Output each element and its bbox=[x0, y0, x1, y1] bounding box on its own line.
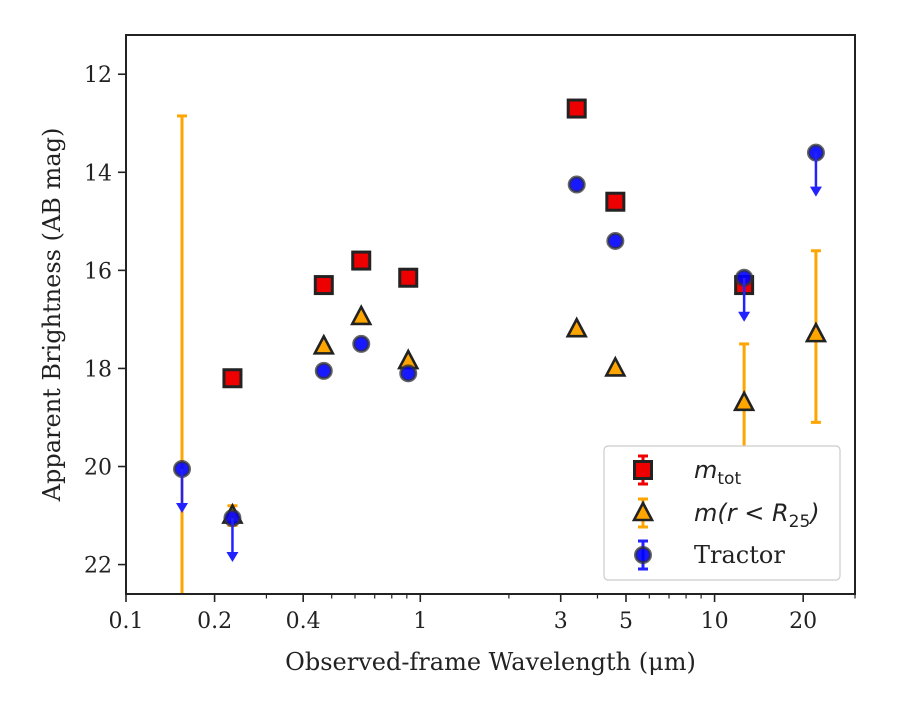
tractor-marker bbox=[314, 361, 333, 380]
mtot-marker bbox=[633, 460, 653, 480]
mtot-marker bbox=[351, 250, 372, 271]
upper-limit-arrow-layer bbox=[176, 152, 822, 562]
y-tick-label: 18 bbox=[84, 357, 112, 382]
mr25-marker bbox=[804, 321, 828, 343]
upper-limit-arrowhead bbox=[176, 502, 189, 513]
tractor-marker bbox=[606, 231, 625, 250]
mtot-marker bbox=[222, 368, 243, 389]
y-tick-label: 16 bbox=[84, 259, 112, 284]
legend-entry: mtot bbox=[633, 454, 741, 489]
x-tick-label: 3 bbox=[554, 609, 568, 634]
legend-box bbox=[603, 445, 841, 581]
mr25-marker bbox=[604, 355, 627, 377]
legend-label-sub: 25 bbox=[789, 512, 811, 532]
legend-label-main: m(r < R bbox=[694, 499, 789, 527]
mtot-marker bbox=[566, 98, 587, 119]
y-tick-label: 20 bbox=[84, 456, 112, 481]
legend-label-main: m bbox=[694, 456, 717, 484]
x-tick-label: 0.1 bbox=[109, 609, 144, 634]
legend-entry: m(r < R25) bbox=[631, 497, 820, 532]
x-tick-label: 0.2 bbox=[197, 609, 232, 634]
tractor-marker bbox=[634, 546, 652, 564]
legend-label-main: Tractor bbox=[694, 541, 785, 569]
mr25-marker bbox=[565, 316, 588, 338]
mr25-marker bbox=[631, 500, 655, 522]
tractor-marker bbox=[399, 364, 418, 383]
legend-label-suffix: ) bbox=[808, 499, 819, 527]
legend-label: mtot bbox=[694, 456, 741, 489]
x-tick-label: 0.4 bbox=[286, 609, 321, 634]
x-axis-label: Observed-frame Wavelength (μm) bbox=[285, 648, 696, 676]
legend-label-sub: tot bbox=[717, 469, 741, 489]
y-tick-label: 22 bbox=[84, 554, 112, 579]
mtot-marker bbox=[605, 191, 626, 212]
mr25-marker bbox=[350, 304, 373, 326]
y-tick-label: 14 bbox=[84, 161, 112, 186]
y-tick-label: 12 bbox=[84, 63, 112, 88]
y-axis-label: Apparent Brightness (AB mag) bbox=[38, 128, 66, 503]
x-tick-label: 1 bbox=[413, 609, 427, 634]
legend-label: Tractor bbox=[694, 541, 785, 569]
x-tick-label: 10 bbox=[701, 609, 729, 634]
mtot-marker bbox=[313, 275, 334, 296]
x-tick-label: 20 bbox=[789, 609, 817, 634]
mr25-marker bbox=[312, 333, 335, 355]
legend: mtot m(r < R25) Tractor bbox=[603, 445, 841, 581]
upper-limit-arrowhead bbox=[226, 551, 239, 562]
mr25-marker bbox=[732, 389, 756, 412]
plot-frame bbox=[125, 34, 856, 595]
upper-limit-arrowhead bbox=[809, 186, 822, 197]
tick-layer: 0.1 0.2 0.4 1 3 5 10 20 12 14 16 18 20 22 bbox=[84, 63, 856, 634]
legend-entry: Tractor bbox=[634, 539, 785, 571]
legend-label: m(r < R25) bbox=[694, 499, 820, 532]
tractor-marker bbox=[352, 334, 371, 353]
x-tick-label: 5 bbox=[619, 609, 633, 634]
tractor-marker bbox=[567, 175, 586, 194]
upper-limit-arrowhead bbox=[738, 311, 751, 322]
mtot-marker bbox=[398, 267, 419, 288]
